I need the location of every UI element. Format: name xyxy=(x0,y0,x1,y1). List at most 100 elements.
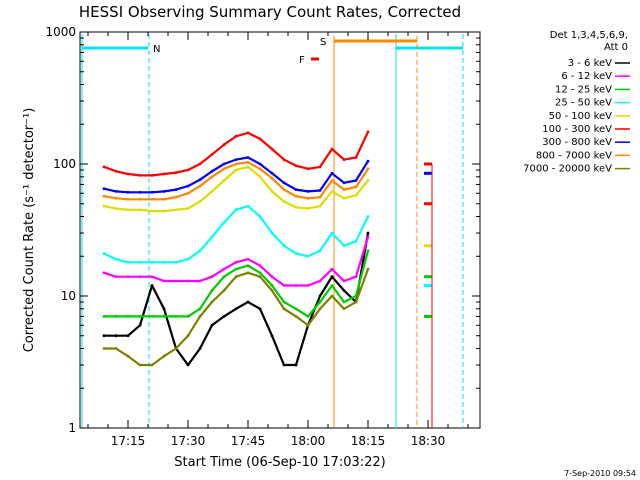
data-point xyxy=(306,254,310,258)
series-7000-20000-keV-kev xyxy=(102,267,370,367)
data-point xyxy=(270,176,274,180)
data-point xyxy=(234,275,238,279)
legend: Det 1,3,4,5,6,9,Att 0 3 - 6 keV 6 - 12 keV… xyxy=(523,30,630,175)
data-point xyxy=(198,315,202,318)
data-point xyxy=(318,249,322,253)
data-point xyxy=(222,315,226,318)
data-point xyxy=(138,323,142,327)
data-point xyxy=(282,188,286,192)
data-point xyxy=(330,284,334,287)
data-point xyxy=(150,174,154,177)
data-point xyxy=(174,188,178,192)
x-tick-label: 18:15 xyxy=(351,434,386,448)
data-point xyxy=(294,252,298,255)
data-point xyxy=(186,191,190,195)
data-point xyxy=(114,257,118,261)
data-point xyxy=(234,162,238,166)
data-point xyxy=(126,260,130,264)
plot-frame xyxy=(79,31,481,429)
y-axis-label: Corrected Count Rate (s⁻¹ detector⁻¹) xyxy=(22,108,37,353)
data-point xyxy=(354,156,358,159)
data-point xyxy=(150,275,154,279)
data-point xyxy=(246,257,250,261)
data-point xyxy=(294,194,298,198)
data-point xyxy=(246,271,250,275)
series-line xyxy=(103,165,369,213)
data-point xyxy=(306,284,310,287)
data-point xyxy=(174,171,178,175)
data-point xyxy=(294,284,298,287)
data-point xyxy=(354,239,358,243)
data-point xyxy=(222,143,226,147)
legend-label: 12 - 25 keV xyxy=(555,84,612,95)
data-point xyxy=(114,275,118,279)
data-point xyxy=(174,195,178,199)
data-point xyxy=(174,279,178,283)
legend-label: 300 - 800 keV xyxy=(542,137,612,148)
data-point xyxy=(126,354,130,358)
data-point xyxy=(342,300,346,304)
data-point xyxy=(330,267,334,271)
data-point xyxy=(234,267,238,271)
data-point xyxy=(126,315,130,318)
data-point xyxy=(306,167,310,171)
data-point xyxy=(138,315,142,318)
data-point xyxy=(174,260,178,264)
series-100-300-keV-kev xyxy=(102,130,370,177)
data-point xyxy=(162,172,166,176)
data-point xyxy=(138,363,142,367)
data-point xyxy=(150,209,154,213)
x-tick-label: 17:15 xyxy=(111,434,146,448)
data-point xyxy=(138,197,142,201)
legend-label: 800 - 7000 keV xyxy=(536,150,612,161)
series-6-12-keV-kev xyxy=(102,235,370,287)
data-point xyxy=(258,307,262,311)
legend-label: 25 - 50 keV xyxy=(555,98,612,109)
data-point xyxy=(234,260,238,264)
data-point xyxy=(198,307,202,311)
data-point xyxy=(246,204,250,208)
data-point xyxy=(342,196,346,200)
x-tick-label: 17:30 xyxy=(171,434,206,448)
data-point xyxy=(162,190,166,193)
data-point xyxy=(186,363,190,367)
y-tick-label: 1000 xyxy=(45,25,76,39)
data-point xyxy=(138,208,142,212)
data-point xyxy=(174,315,178,318)
x-tick-label: 17:45 xyxy=(231,434,266,448)
legend-label: 50 - 100 keV xyxy=(549,111,613,122)
series-layer xyxy=(102,130,433,428)
data-point xyxy=(210,190,214,193)
data-point xyxy=(258,271,262,275)
observing-flags: N S F xyxy=(81,34,464,428)
data-point xyxy=(366,267,370,271)
data-point xyxy=(138,275,142,279)
data-point xyxy=(246,165,250,169)
data-point xyxy=(222,179,226,182)
data-point xyxy=(330,179,334,182)
data-point xyxy=(162,260,166,264)
data-point xyxy=(138,260,142,264)
data-point xyxy=(198,279,202,283)
data-point xyxy=(114,315,118,318)
data-point xyxy=(102,271,106,275)
data-point xyxy=(126,190,130,194)
legend-label: 6 - 12 keV xyxy=(561,71,612,82)
data-point xyxy=(258,137,262,141)
data-point xyxy=(186,207,190,210)
data-point xyxy=(114,190,118,193)
data-point xyxy=(330,190,334,193)
data-point xyxy=(342,307,346,311)
data-point xyxy=(330,231,334,235)
data-point xyxy=(114,334,118,338)
data-point xyxy=(294,188,298,192)
data-point xyxy=(138,190,142,194)
legend-header: Att 0 xyxy=(604,42,628,53)
data-point xyxy=(198,200,202,203)
flare-flag-label: F xyxy=(299,55,305,66)
data-point xyxy=(342,188,346,192)
data-point xyxy=(294,164,298,168)
data-point xyxy=(186,279,190,283)
data-point xyxy=(318,165,322,169)
